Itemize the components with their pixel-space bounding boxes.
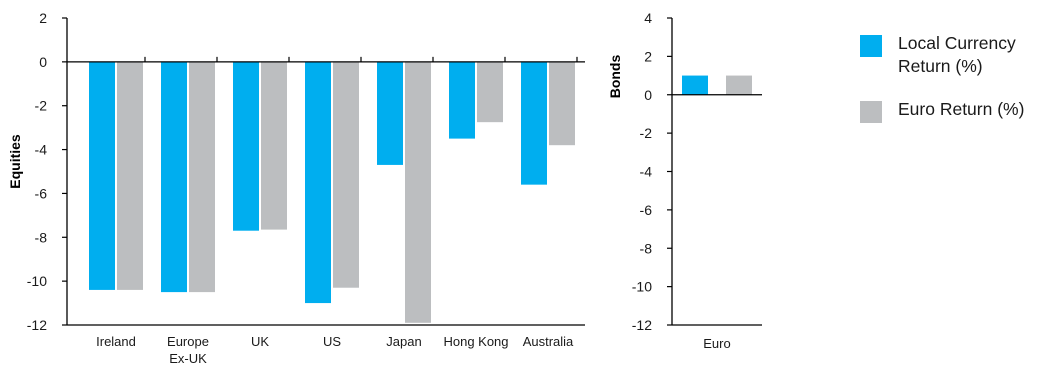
y-tick-label: -10 xyxy=(27,273,47,289)
category-label: Japan xyxy=(386,334,421,349)
bar-euro-ireland xyxy=(117,61,143,290)
y-tick-label: -2 xyxy=(35,98,48,114)
y-tick-label: -2 xyxy=(640,125,653,141)
category-label: UK xyxy=(251,334,269,349)
legend-item-euro: Euro Return (%) xyxy=(860,98,1038,123)
legend-swatch-euro xyxy=(860,101,882,123)
category-label: Hong Kong xyxy=(443,334,508,349)
equities-chart: Ireland Europe Ex-UK UK US Japan Hong Kong Aust… xyxy=(7,10,585,366)
bar-local-hong-kong xyxy=(449,61,475,139)
category-label: Ireland xyxy=(96,334,136,349)
y-tick-label: -6 xyxy=(35,185,48,201)
y-tick-label: -4 xyxy=(640,164,653,180)
y-tick-label: -10 xyxy=(632,279,652,295)
legend-item-local: Local Currency Return (%) xyxy=(860,32,1038,78)
y-tick-label: -6 xyxy=(640,202,653,218)
category-label: US xyxy=(323,334,341,349)
y-tick-label: -8 xyxy=(640,240,653,256)
y-axis-title: Equities xyxy=(7,134,23,189)
y-tick-label: -12 xyxy=(632,317,652,333)
bonds-chart: Euro 4 2 0 -2 -4 -6 -8 -10 -12 Bonds xyxy=(607,10,762,351)
y-tick-label: -4 xyxy=(35,142,48,158)
category-label: Europe Ex-UK xyxy=(167,334,209,366)
y-tick-label: 2 xyxy=(644,48,652,64)
legend-label-euro: Euro Return (%) xyxy=(898,99,1025,119)
y-axis-title: Bonds xyxy=(607,55,623,99)
legend: Local Currency Return (%) Euro Return (%… xyxy=(860,32,1038,143)
y-tick-label: -12 xyxy=(27,317,47,333)
bar-local-japan xyxy=(377,61,403,165)
y-tick-label: 0 xyxy=(644,87,652,103)
y-tick-label: 0 xyxy=(39,54,47,70)
bar-euro-europe-ex-uk xyxy=(189,61,215,293)
bar-euro-japan xyxy=(405,61,431,323)
legend-label-local: Local Currency Return (%) xyxy=(898,33,1016,76)
bar-local-europe-ex-uk xyxy=(161,61,187,293)
y-tick-label: -8 xyxy=(35,229,48,245)
bar-local-ireland xyxy=(89,61,115,290)
bar-euro-australia xyxy=(549,61,575,146)
category-label: Australia xyxy=(523,334,574,349)
bar-local-australia xyxy=(521,61,547,185)
bar-local-euro xyxy=(682,75,708,95)
y-tick-label: 2 xyxy=(39,10,47,26)
bar-euro-euro xyxy=(726,75,752,95)
category-label: Euro xyxy=(703,336,730,351)
bar-euro-us xyxy=(333,61,359,288)
bar-euro-hong-kong xyxy=(477,61,503,123)
legend-swatch-local xyxy=(860,35,882,57)
y-tick-label: 4 xyxy=(644,10,652,26)
bar-local-uk xyxy=(233,61,259,231)
bar-euro-uk xyxy=(261,61,287,230)
bar-local-us xyxy=(305,61,331,304)
